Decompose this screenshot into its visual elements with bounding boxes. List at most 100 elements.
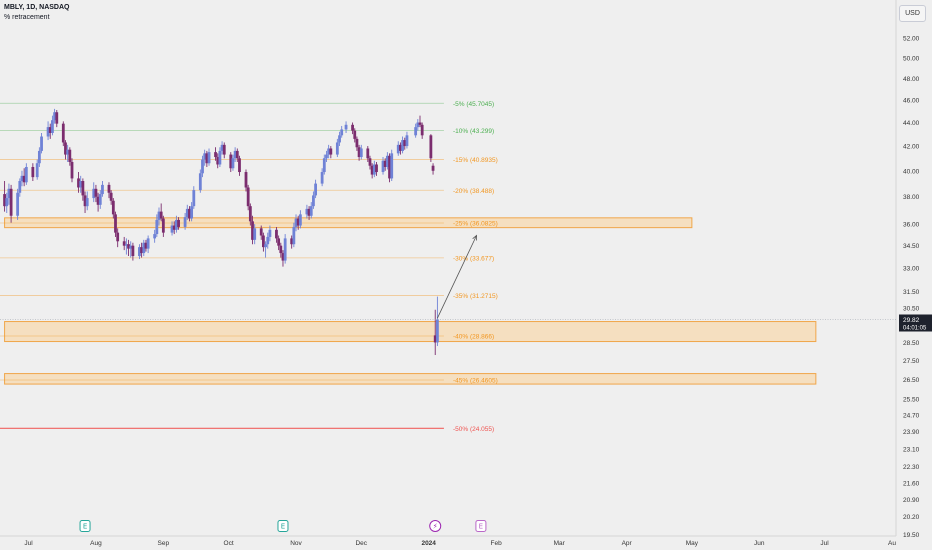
candle-body bbox=[305, 208, 309, 215]
price-tick-label: 33.00 bbox=[903, 266, 920, 273]
candle-body bbox=[375, 164, 378, 173]
retracement-label: -45% (26.4605) bbox=[453, 378, 498, 385]
candle-body bbox=[18, 180, 22, 193]
candle-body bbox=[68, 149, 72, 162]
candle-body bbox=[292, 226, 296, 245]
candle-body bbox=[351, 124, 354, 131]
price-tick-label: 50.00 bbox=[903, 55, 920, 62]
candle-body bbox=[70, 161, 74, 179]
candle-body bbox=[220, 144, 224, 151]
candle-body bbox=[144, 242, 148, 249]
candle-body bbox=[192, 190, 196, 207]
candle-body bbox=[268, 229, 272, 237]
candle-body bbox=[85, 198, 89, 207]
candle-body bbox=[183, 217, 187, 227]
candle-body bbox=[77, 178, 80, 188]
candle-body bbox=[16, 192, 20, 216]
candle-body bbox=[312, 195, 315, 207]
candle-body bbox=[172, 225, 176, 230]
candle-body bbox=[275, 229, 278, 239]
price-tick-label: 25.50 bbox=[903, 396, 920, 403]
retracement-label: -20% (38.488) bbox=[453, 188, 494, 195]
candle-body bbox=[198, 173, 202, 191]
price-axis[interactable]: 52.00 50.00 48.00 46.00 44.00 42.00 40.00 38.00… bbox=[903, 35, 920, 539]
candle-body bbox=[155, 219, 159, 235]
earnings-future-marker bbox=[475, 520, 487, 532]
candle-body bbox=[390, 153, 394, 179]
retracement-label: -30% (33.677) bbox=[453, 255, 494, 262]
time-tick-label: Jun bbox=[754, 540, 765, 547]
candle-body bbox=[381, 160, 385, 173]
candle-body bbox=[40, 136, 43, 151]
zone-29 bbox=[4, 321, 817, 343]
candle-body bbox=[298, 214, 302, 226]
price-tick-label: 26.50 bbox=[903, 377, 920, 384]
price-tick-label: 46.00 bbox=[903, 97, 920, 104]
candle-body bbox=[222, 144, 226, 155]
dividend-marker bbox=[429, 520, 442, 532]
candle-body bbox=[403, 140, 407, 147]
candle-body bbox=[383, 160, 387, 167]
candle-body bbox=[231, 158, 235, 169]
time-tick-label: 2024 bbox=[421, 540, 436, 547]
time-tick-label: Nov bbox=[290, 540, 302, 547]
support-zones bbox=[4, 217, 817, 385]
candle-body bbox=[55, 112, 59, 124]
price-tag-price: 29.82 bbox=[903, 317, 920, 324]
candle-body bbox=[429, 135, 433, 159]
price-tick-label: 19.50 bbox=[903, 532, 920, 539]
candle-body bbox=[22, 175, 26, 183]
price-tick-label: 31.50 bbox=[903, 289, 920, 296]
candle-body bbox=[124, 244, 128, 246]
candle-body bbox=[207, 152, 211, 164]
candle-body bbox=[418, 122, 422, 125]
projection-arrow bbox=[437, 234, 477, 319]
price-tick-label: 28.50 bbox=[903, 340, 920, 347]
dividend-marker-glyph: ⚡ bbox=[433, 523, 438, 531]
candle-body bbox=[140, 247, 143, 254]
candle-body bbox=[244, 172, 248, 188]
candle-body bbox=[214, 152, 217, 158]
candle-body bbox=[66, 149, 70, 155]
candle-body bbox=[205, 153, 209, 164]
candle-body bbox=[48, 127, 52, 133]
candle-body bbox=[127, 244, 130, 249]
price-tick-label: 36.00 bbox=[903, 222, 920, 229]
candle-body bbox=[153, 234, 157, 239]
candle-body bbox=[175, 219, 178, 230]
retracement-label: -10% (43.299) bbox=[453, 128, 494, 135]
indicator-legend[interactable]: % retracement bbox=[4, 14, 50, 21]
time-tick-label: May bbox=[686, 540, 699, 547]
candle-body bbox=[266, 236, 270, 245]
candle-body bbox=[338, 135, 341, 143]
candle-body bbox=[320, 172, 324, 184]
candle-body bbox=[344, 124, 348, 130]
candle-body bbox=[201, 159, 204, 174]
candle-body bbox=[79, 180, 83, 188]
candle-body bbox=[92, 188, 96, 199]
time-tick-label: Oct bbox=[224, 540, 234, 547]
candle-body bbox=[401, 140, 404, 151]
time-axis[interactable]: Jul Aug Sep Oct Nov Dec 2024 Feb Mar Apr May Jun Jul… bbox=[24, 540, 896, 547]
event-markers: E E ⚡ E bbox=[79, 520, 487, 532]
symbol-title[interactable]: MBLY, 1D, NASDAQ bbox=[4, 4, 70, 11]
time-tick-label: Mar bbox=[554, 540, 566, 547]
candle-body bbox=[142, 242, 146, 254]
currency-button[interactable]: USD bbox=[899, 5, 926, 22]
candle-body bbox=[353, 130, 357, 139]
candle-body bbox=[251, 221, 254, 240]
candle-body bbox=[283, 238, 287, 261]
candle-body bbox=[385, 155, 389, 167]
price-tick-label: 40.00 bbox=[903, 168, 920, 175]
candle-body bbox=[420, 124, 424, 136]
price-tag-countdown: 04:01:05 bbox=[903, 326, 927, 332]
candle-body bbox=[388, 155, 391, 179]
zone-36 bbox=[4, 217, 693, 229]
candle-body bbox=[357, 147, 361, 158]
price-tick-label: 30.50 bbox=[903, 306, 920, 313]
candle-body bbox=[96, 196, 100, 205]
candle-body bbox=[37, 150, 41, 164]
candle-body bbox=[53, 112, 56, 121]
candle-body bbox=[238, 158, 241, 173]
